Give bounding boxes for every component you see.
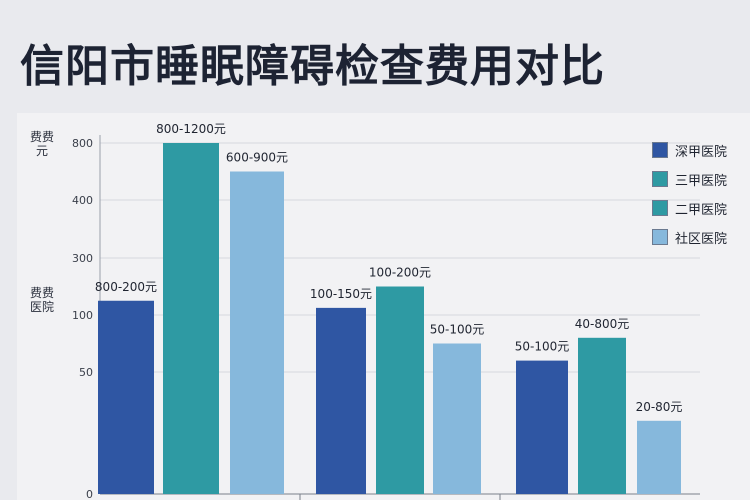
legend-label-2: 三甲医院 xyxy=(675,173,728,189)
bar-value-label: 100-200元 xyxy=(369,266,431,280)
bar-value-label: 20-80元 xyxy=(636,400,683,414)
y-axis-label-mid: 费费 医院 xyxy=(30,286,54,314)
bar-value-label: 800-200元 xyxy=(95,280,157,294)
y-tick-label: 0 xyxy=(86,488,93,500)
bar-value-label: 50-100元 xyxy=(430,323,485,337)
y-tick-label: 800 xyxy=(72,137,93,150)
legend-swatch-3 xyxy=(652,200,668,216)
bar xyxy=(98,300,154,494)
y-axis-label-mid-line2: 医院 xyxy=(30,300,55,314)
y-axis-label-top-line1: 费费 xyxy=(30,130,55,144)
legend-label-1: 深甲医院 xyxy=(675,144,728,160)
bar xyxy=(516,360,568,494)
bar-value-label: 800-1200元 xyxy=(156,122,226,136)
bar-value-label: 600-900元 xyxy=(226,151,288,165)
bar xyxy=(578,337,626,494)
y-axis-label-top: 费费 元 xyxy=(30,130,54,158)
y-tick-label: 100 xyxy=(72,309,93,322)
bar xyxy=(637,420,681,494)
legend-item-1: 深甲医院 xyxy=(652,140,727,160)
bar-value-label: 50-100元 xyxy=(515,340,570,354)
legend-label-4: 社区医院 xyxy=(675,231,728,247)
bar xyxy=(230,171,284,494)
legend-item-4: 社区医院 xyxy=(652,227,727,247)
y-tick-label: 50 xyxy=(79,366,93,379)
bar xyxy=(433,343,481,494)
legend-label-3: 二甲医院 xyxy=(675,202,728,218)
y-axis-label-top-line2: 元 xyxy=(36,144,49,158)
legend-swatch-4 xyxy=(652,229,668,245)
y-axis-label-mid-line1: 费费 xyxy=(30,286,55,300)
legend-item-2: 三甲医院 xyxy=(652,169,727,189)
y-tick-label: 300 xyxy=(72,252,93,265)
chart-title: 信阳市睡眠障碍检查费用对比 xyxy=(20,41,605,92)
bar xyxy=(316,307,366,494)
bar-value-label: 40-800元 xyxy=(575,317,630,331)
legend-swatch-2 xyxy=(652,171,668,187)
bar-value-label: 100-150元 xyxy=(310,287,372,301)
bar xyxy=(163,143,219,494)
y-tick-label: 400 xyxy=(72,194,93,207)
bar xyxy=(376,286,424,494)
chart-legend: 深甲医院 三甲医院 二甲医院 社区医院 xyxy=(652,140,727,256)
legend-item-3: 二甲医院 xyxy=(652,198,727,218)
legend-swatch-1 xyxy=(652,142,668,158)
